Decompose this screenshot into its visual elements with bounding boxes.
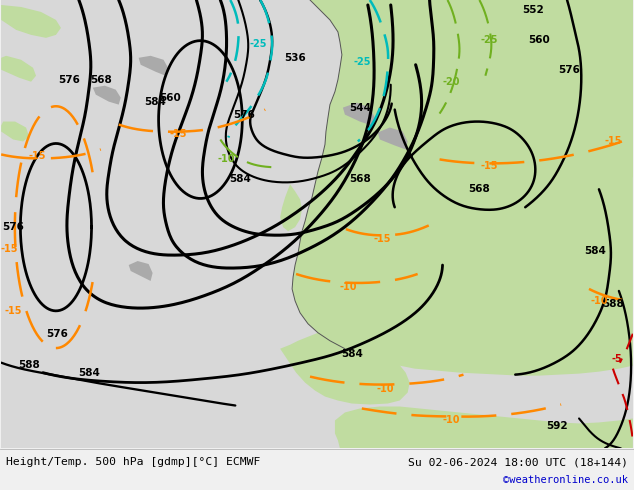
Text: -20: -20 <box>443 77 460 87</box>
Text: 568: 568 <box>349 174 371 184</box>
Polygon shape <box>1 122 29 142</box>
Text: -25: -25 <box>353 57 371 67</box>
Text: 592: 592 <box>547 421 568 431</box>
Text: 576: 576 <box>46 329 68 339</box>
Text: -10: -10 <box>339 282 357 292</box>
Text: -15: -15 <box>170 128 187 139</box>
Text: 560: 560 <box>160 93 181 102</box>
Text: Su 02-06-2024 18:00 UTC (18+144): Su 02-06-2024 18:00 UTC (18+144) <box>408 457 628 467</box>
Text: ©weatheronline.co.uk: ©weatheronline.co.uk <box>503 475 628 485</box>
Text: 584: 584 <box>145 97 167 107</box>
Polygon shape <box>139 56 169 76</box>
Text: -15: -15 <box>373 234 391 244</box>
Text: -15: -15 <box>481 161 498 172</box>
Text: 588: 588 <box>18 360 40 369</box>
Text: 588: 588 <box>602 299 624 309</box>
Polygon shape <box>1 0 633 448</box>
Polygon shape <box>335 407 633 448</box>
Text: 576: 576 <box>233 110 256 120</box>
Text: 544: 544 <box>349 102 371 113</box>
Polygon shape <box>343 102 375 125</box>
Text: 560: 560 <box>528 35 550 45</box>
Polygon shape <box>129 261 153 281</box>
Text: Height/Temp. 500 hPa [gdmp][°C] ECMWF: Height/Temp. 500 hPa [gdmp][°C] ECMWF <box>6 457 261 467</box>
Polygon shape <box>1 5 61 38</box>
Text: 552: 552 <box>522 5 544 15</box>
Polygon shape <box>292 0 633 376</box>
Text: 576: 576 <box>558 65 580 75</box>
Text: 568: 568 <box>469 184 490 195</box>
Text: -15: -15 <box>4 306 22 316</box>
Text: -15: -15 <box>1 244 18 254</box>
Text: -15: -15 <box>29 151 46 161</box>
Polygon shape <box>280 184 302 231</box>
Text: 584: 584 <box>230 174 251 184</box>
Text: -5: -5 <box>612 354 623 364</box>
Text: -25: -25 <box>481 35 498 45</box>
Text: 584: 584 <box>341 349 363 359</box>
Text: 536: 536 <box>284 53 306 63</box>
Text: 576: 576 <box>2 222 24 232</box>
Text: -25: -25 <box>249 39 267 49</box>
Polygon shape <box>378 127 408 149</box>
Text: 584: 584 <box>78 368 100 378</box>
Polygon shape <box>360 0 633 177</box>
Text: -10: -10 <box>377 384 394 393</box>
Text: -10: -10 <box>590 296 608 306</box>
Text: -10: -10 <box>217 154 235 165</box>
Polygon shape <box>1 56 36 82</box>
Polygon shape <box>93 86 120 105</box>
Text: 576: 576 <box>58 74 80 85</box>
Polygon shape <box>280 331 410 405</box>
Text: -10: -10 <box>443 416 460 425</box>
Text: 584: 584 <box>584 246 606 256</box>
Text: 568: 568 <box>90 74 112 85</box>
Text: -15: -15 <box>604 137 622 147</box>
